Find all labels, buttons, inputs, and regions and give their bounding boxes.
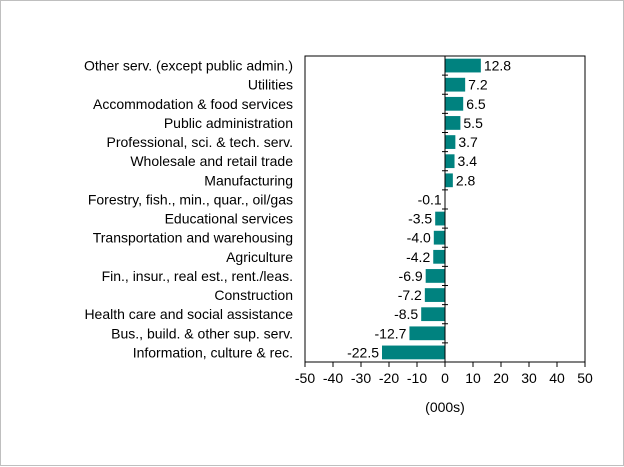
data-label: -4.2	[406, 249, 430, 265]
x-tick-label: -40	[323, 370, 343, 386]
bar	[425, 269, 445, 283]
data-label: 2.8	[456, 172, 476, 188]
data-label: 6.5	[466, 96, 486, 112]
bar	[445, 154, 455, 169]
bar	[445, 58, 481, 73]
bar	[424, 288, 445, 302]
zero-axis	[442, 55, 448, 363]
bar	[421, 307, 445, 322]
category-label: Manufacturing	[204, 172, 293, 188]
data-label: -3.5	[408, 211, 432, 227]
data-label: 5.5	[463, 115, 483, 131]
x-tick-label: 20	[493, 370, 509, 386]
category-label: Other serv. (except public admin.)	[84, 58, 293, 74]
x-tick-label: 30	[521, 370, 537, 386]
data-label: -0.1	[418, 191, 442, 207]
category-label: Health care and social assistance	[84, 306, 293, 322]
bar	[445, 77, 466, 92]
data-label: -7.2	[398, 287, 422, 303]
category-label: Utilities	[248, 77, 293, 93]
category-labels: Other serv. (except public admin.) Utilit…	[84, 58, 293, 361]
data-labels: 12.8 7.2 6.5 5.5 3.7 3.4 2.8 -0.1 -3.5 -4.0 -4.2 -6…	[347, 58, 511, 361]
x-tick-label: 40	[549, 370, 565, 386]
category-label: Accommodation & food services	[93, 96, 293, 112]
bar	[409, 326, 445, 341]
category-label: Construction	[214, 287, 293, 303]
data-label: -12.7	[375, 325, 407, 341]
data-label: 12.8	[484, 58, 511, 74]
data-label: 7.2	[468, 77, 488, 93]
bar	[445, 96, 464, 111]
data-label: 3.7	[458, 134, 478, 150]
x-tick-label: 50	[577, 370, 593, 386]
x-axis-ticks: -50 -40 -30 -20 -10 0 10 20 30 40 50	[295, 362, 593, 386]
category-label: Public administration	[164, 115, 293, 131]
x-tick-label: -30	[351, 370, 371, 386]
bar	[433, 249, 445, 264]
category-label: Educational services	[165, 211, 293, 227]
bar	[382, 345, 445, 360]
category-label: Bus., build. & other sup. serv.	[111, 325, 293, 341]
category-label: Wholesale and retail trade	[130, 153, 293, 169]
data-label: -8.5	[394, 306, 418, 322]
category-label: Transportation and warehousing	[93, 230, 293, 246]
x-tick-label: 10	[465, 370, 481, 386]
category-label: Forestry, fish., min., quar., oil/gas	[88, 191, 293, 207]
category-label: Professional, sci. & tech. serv.	[107, 134, 293, 150]
bar	[445, 116, 461, 130]
category-label: Information, culture & rec.	[133, 344, 293, 360]
x-tick-label: -10	[407, 370, 427, 386]
x-tick-label: 0	[441, 370, 449, 386]
bar	[433, 230, 445, 245]
data-label: -22.5	[347, 344, 379, 360]
data-label: -6.9	[399, 268, 423, 284]
data-label: 3.4	[458, 153, 478, 169]
bar	[445, 135, 456, 149]
bars	[382, 58, 481, 360]
x-tick-label: -50	[295, 370, 315, 386]
category-label: Agriculture	[226, 249, 293, 265]
category-label: Fin., insur., real est., rent./leas.	[102, 268, 293, 284]
x-tick-label: -20	[379, 370, 399, 386]
bar	[445, 173, 453, 188]
data-label: -4.0	[407, 230, 431, 246]
x-axis-title: (000s)	[425, 399, 465, 415]
bar	[435, 211, 445, 226]
